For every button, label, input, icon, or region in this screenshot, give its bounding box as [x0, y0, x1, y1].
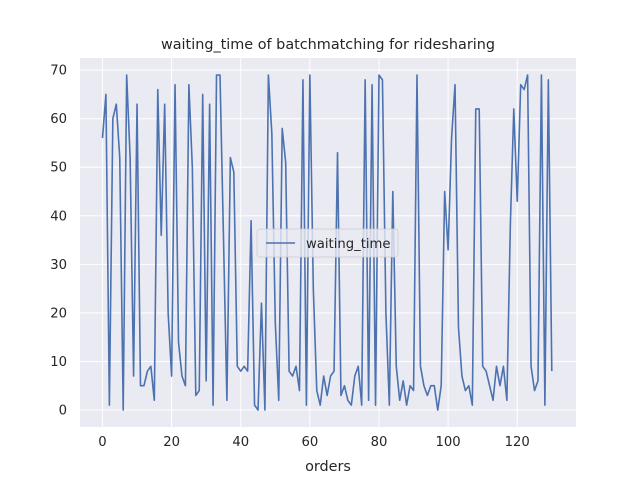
x-tick-label: 80	[371, 435, 388, 450]
y-tick-label: 50	[50, 161, 67, 176]
chart-title: waiting_time of batchmatching for ridesh…	[161, 37, 495, 53]
legend-box	[256, 228, 399, 258]
y-tick-label: 30	[50, 258, 67, 273]
y-tick-label: 60	[50, 112, 67, 127]
x-tick-label: 100	[436, 435, 461, 450]
y-tick-label: 40	[50, 209, 67, 224]
x-tick-label: 20	[163, 435, 180, 450]
y-tick-label: 70	[50, 64, 67, 79]
x-tick-label: 40	[232, 435, 249, 450]
x-tick-label: 120	[505, 435, 530, 450]
series-line-waiting-time	[101, 74, 553, 411]
y-tick-label: 10	[50, 355, 67, 370]
x-tick-label: 60	[301, 435, 318, 450]
series-layer	[101, 74, 553, 411]
y-tick-label: 0	[59, 404, 67, 419]
legend: waiting_time	[256, 228, 399, 258]
tick-labels: 0 20 40 60 80 100 120 0 10 20 30 40 50 60 70	[50, 64, 530, 450]
x-axis-label: orders	[305, 459, 351, 475]
legend-label-waiting-time: waiting_time	[306, 237, 390, 252]
x-tick-label: 0	[98, 435, 106, 450]
y-tick-label: 20	[50, 306, 67, 321]
